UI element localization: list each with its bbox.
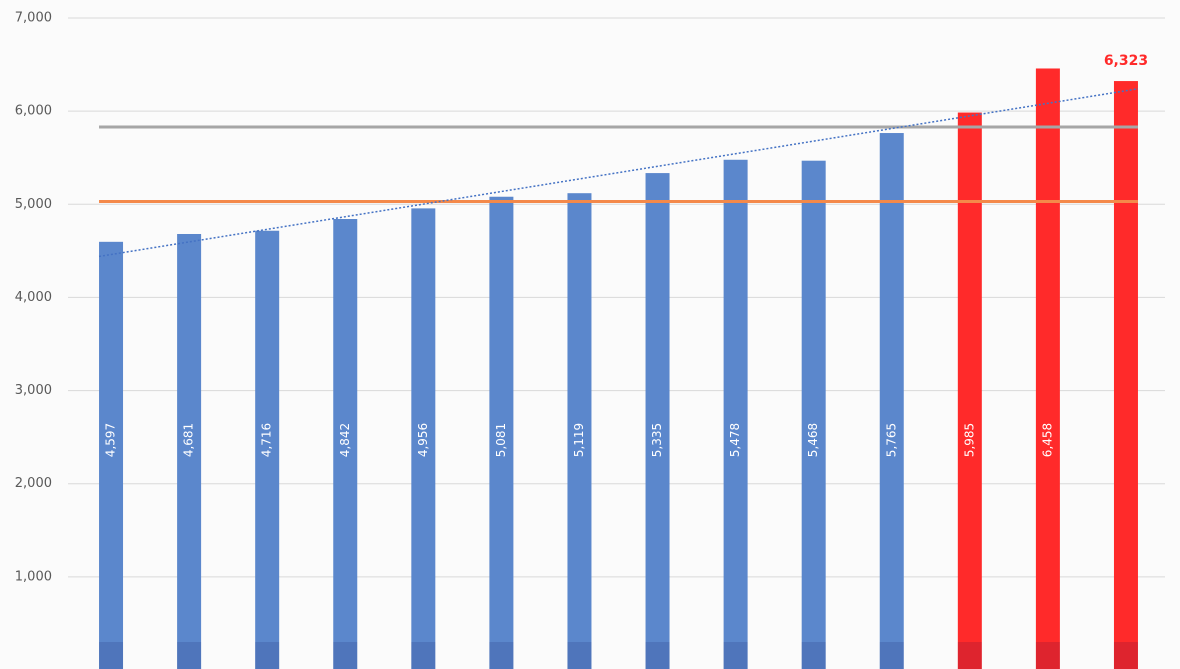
bar [255,230,280,669]
bar-base-shade [1035,642,1060,669]
y-tick-label: 1,000 [15,569,52,584]
y-tick-label: 7,000 [15,11,52,26]
value-label: 5,478 [728,423,742,457]
value-label: 6,323 [1104,53,1148,69]
value-label: 5,765 [884,423,898,457]
bar-base-shade [333,642,358,669]
bar [879,133,904,669]
bar-base-shade [411,642,436,669]
bar-base-shade [489,642,514,669]
bar [567,193,592,669]
bar [333,219,358,669]
value-label: 5,468 [806,423,820,457]
bar-base-shade [99,642,124,669]
bar [645,173,670,669]
bar [177,233,202,669]
bar-base-shade [255,642,280,669]
bar [1113,81,1138,669]
value-label: 5,335 [650,423,664,457]
y-tick-label: 2,000 [15,476,52,491]
value-label: 4,842 [338,423,352,457]
bar [957,112,982,669]
bar [1035,68,1060,669]
bar-base-shade [723,642,748,669]
value-label: 4,956 [416,423,430,457]
bar-base-shade [879,642,904,669]
y-tick-label: 4,000 [15,290,52,305]
value-label: 4,681 [182,423,196,457]
bar [723,159,748,669]
bar [801,160,826,669]
bar-base-shade [1113,642,1138,669]
bar [411,208,436,669]
bar [489,196,514,669]
bar-base-shade [801,642,826,669]
value-label: 5,985 [962,423,976,457]
value-label: 4,716 [260,423,274,457]
bar-base-shade [645,642,670,669]
value-label: 4,597 [104,423,118,457]
bar [99,241,124,669]
bar-base-shade [957,642,982,669]
bar-base-shade [177,642,202,669]
value-label: 5,119 [572,423,586,457]
y-tick-label: 6,000 [15,104,52,119]
value-label: 6,458 [1040,423,1054,457]
y-tick-label: 3,000 [15,383,52,398]
value-label: 5,081 [494,423,508,457]
y-tick-label: 5,000 [15,197,52,212]
trendline [98,88,1139,258]
bar-base-shade [567,642,592,669]
